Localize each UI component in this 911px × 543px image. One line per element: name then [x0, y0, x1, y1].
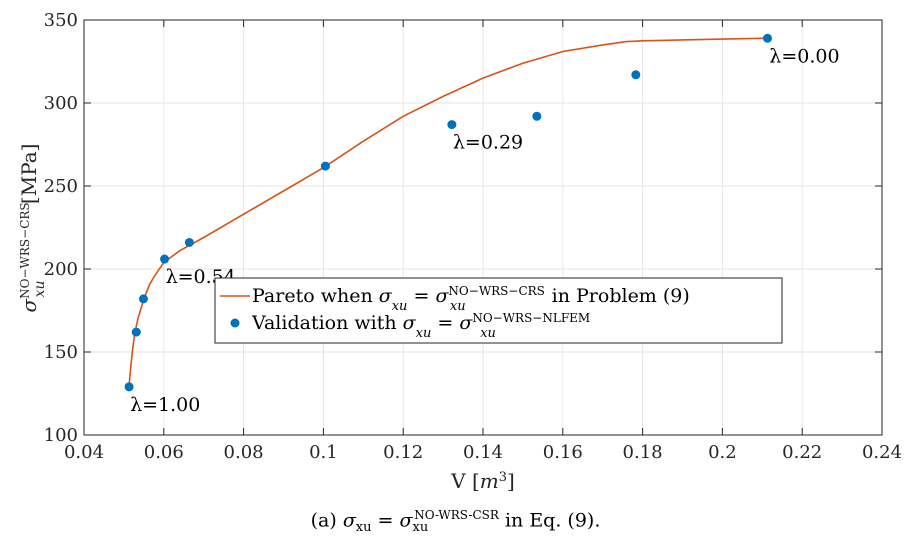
x-tick-label: 0.16 — [543, 442, 583, 463]
lambda-annotation: λ=1.00 — [130, 394, 200, 416]
validation-point — [762, 33, 772, 43]
validation-point — [124, 382, 134, 392]
x-tick-label: 0.2 — [708, 442, 737, 463]
validation-point — [138, 294, 148, 304]
y-tick-label: 350 — [44, 10, 78, 31]
pareto-line — [128, 37, 769, 386]
x-tick-label: 0.06 — [144, 442, 184, 463]
series-layer — [124, 33, 772, 392]
validation-point — [320, 161, 330, 171]
x-tick-label: 0.22 — [782, 442, 822, 463]
x-tick-label: 0.14 — [463, 442, 503, 463]
plot-frame — [83, 19, 883, 436]
x-axis-label: V [m3] — [450, 469, 515, 493]
x-tick-label: 0.04 — [64, 442, 104, 463]
x-tick-label: 0.08 — [224, 442, 264, 463]
x-tick-label: 0.18 — [623, 442, 663, 463]
validation-point — [447, 120, 457, 130]
y-tick-label: 300 — [44, 93, 78, 114]
legend: Pareto when σxu = σNO−WRS−CRS xu in Probl… — [214, 277, 783, 344]
validation-point — [184, 237, 194, 247]
axis-ticks: 0.04 0.06 0.08 0.1 0.12 0.14 0.16 0.18 0.2 0.22 0.… — [44, 10, 902, 463]
y-tick-label: 200 — [44, 259, 78, 280]
validation-point — [131, 327, 141, 337]
x-tick-label: 0.24 — [862, 442, 902, 463]
y-tick-label: 150 — [44, 342, 78, 363]
y-tick-label: 250 — [44, 176, 78, 197]
validation-point — [631, 70, 641, 80]
validation-point — [160, 254, 170, 264]
pareto-chart: 0.04 0.06 0.08 0.1 0.12 0.14 0.16 0.18 0.2 0.22 0.… — [17, 10, 902, 493]
lambda-annotation: λ=0.29 — [453, 132, 523, 154]
x-tick-label: 0.1 — [309, 442, 338, 463]
figure-caption: (a) σxu = σxuNO-WRS-CSR in Eq. (9). — [310, 508, 601, 536]
legend-box — [214, 277, 783, 344]
y-axis-label: σNO−WRS−CRSxu [MPa] — [17, 144, 48, 313]
validation-point — [532, 111, 542, 121]
y-tick-label: 100 — [44, 425, 78, 446]
x-tick-label: 0.12 — [383, 442, 423, 463]
lambda-annotation: λ=0.00 — [769, 45, 839, 67]
legend-validation-swatch — [230, 318, 240, 328]
